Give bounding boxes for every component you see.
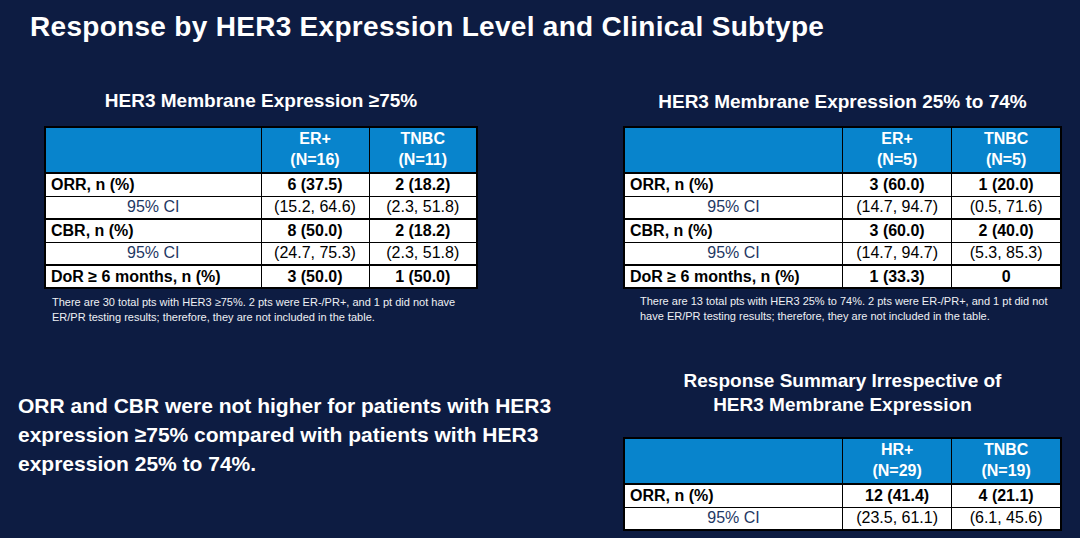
col-n-label: (N=11)	[372, 150, 475, 171]
her3-high-table-title: HER3 Membrane Expression ≥75%	[44, 90, 478, 112]
row-label: 95% CI	[45, 242, 261, 265]
cell-value: 8 (50.0)	[261, 219, 369, 242]
her3-high-footnote: There are 30 total pts with HER3 ≥75%. 2…	[52, 295, 484, 325]
cell-value: (14.7, 94.7)	[843, 242, 952, 265]
cell-value: 3 (60.0)	[843, 219, 952, 242]
slide: Response by HER3 Expression Level and Cl…	[0, 0, 1080, 538]
cell-value: (6.1, 45.6)	[952, 507, 1061, 530]
table-row-cbr: CBR, n (%) 8 (50.0) 2 (18.2)	[45, 219, 477, 242]
cell-value: 4 (21.1)	[952, 484, 1061, 507]
col-group-label: ER+	[845, 129, 949, 150]
cell-value: 2 (40.0)	[952, 219, 1061, 242]
table-row-cbr-ci: 95% CI (14.7, 94.7) (5.3, 85.3)	[624, 242, 1061, 265]
her3-high-table: ER+ (N=16) TNBC (N=11) ORR, n (%) 6 (37.…	[44, 126, 478, 289]
col-n-label: (N=16)	[264, 150, 367, 171]
summary-title-line2: HER3 Membrane Expression	[623, 393, 1062, 417]
header-blank-cell	[624, 438, 843, 484]
header-tnbc-cell: TNBC (N=11)	[369, 127, 477, 173]
col-group-label: HR+	[845, 440, 949, 461]
row-label: DoR ≥ 6 months, n (%)	[624, 265, 843, 288]
header-blank-cell	[624, 127, 843, 173]
cell-value: 3 (50.0)	[261, 265, 369, 288]
row-label: ORR, n (%)	[624, 173, 843, 196]
col-n-label: (N=5)	[954, 150, 1058, 171]
row-label: 95% CI	[624, 507, 843, 530]
cell-value: 12 (41.4)	[843, 484, 952, 507]
col-n-label: (N=19)	[954, 461, 1058, 482]
table-row-orr: ORR, n (%) 6 (37.5) 2 (18.2)	[45, 173, 477, 196]
her3-mid-table-title: HER3 Membrane Expression 25% to 74%	[623, 91, 1062, 113]
cell-value: (24.7, 75.3)	[261, 242, 369, 265]
table-row-dor: DoR ≥ 6 months, n (%) 1 (33.3) 0	[624, 265, 1061, 288]
her3-mid-footnote: There are 13 total pts with HER3 25% to …	[640, 294, 1052, 324]
table-row-orr: ORR, n (%) 12 (41.4) 4 (21.1)	[624, 484, 1061, 507]
summary-table-title: Response Summary Irrespective of HER3 Me…	[623, 369, 1062, 417]
cell-value: (15.2, 64.6)	[261, 196, 369, 219]
table-row-dor: DoR ≥ 6 months, n (%) 3 (50.0) 1 (50.0)	[45, 265, 477, 288]
col-group-label: ER+	[264, 129, 367, 150]
table-row-cbr-ci: 95% CI (24.7, 75.3) (2.3, 51.8)	[45, 242, 477, 265]
row-label: DoR ≥ 6 months, n (%)	[45, 265, 261, 288]
header-hr-cell: HR+ (N=29)	[843, 438, 952, 484]
table-row-orr: ORR, n (%) 3 (60.0) 1 (20.0)	[624, 173, 1061, 196]
col-group-label: TNBC	[954, 440, 1058, 461]
cell-value: (2.3, 51.8)	[369, 196, 477, 219]
key-statement: ORR and CBR were not higher for patients…	[18, 392, 583, 479]
cell-value: 6 (37.5)	[261, 173, 369, 196]
table-row-cbr: CBR, n (%) 3 (60.0) 2 (40.0)	[624, 219, 1061, 242]
header-tnbc-cell: TNBC (N=5)	[952, 127, 1061, 173]
cell-value: (0.5, 71.6)	[952, 196, 1061, 219]
cell-value: (14.7, 94.7)	[843, 196, 952, 219]
table-row-orr-ci: 95% CI (14.7, 94.7) (0.5, 71.6)	[624, 196, 1061, 219]
row-label: 95% CI	[624, 242, 843, 265]
cell-value: (23.5, 61.1)	[843, 507, 952, 530]
row-label: CBR, n (%)	[45, 219, 261, 242]
summary-title-line1: Response Summary Irrespective of	[623, 369, 1062, 393]
header-tnbc-cell: TNBC (N=19)	[952, 438, 1061, 484]
cell-value: (5.3, 85.3)	[952, 242, 1061, 265]
col-n-label: (N=29)	[845, 461, 949, 482]
cell-value: 2 (18.2)	[369, 219, 477, 242]
her3-mid-table: ER+ (N=5) TNBC (N=5) ORR, n (%) 3 (60.0)…	[623, 126, 1062, 289]
col-group-label: TNBC	[954, 129, 1058, 150]
col-n-label: (N=5)	[845, 150, 949, 171]
table-header-row: ER+ (N=5) TNBC (N=5)	[624, 127, 1061, 173]
cell-value: 2 (18.2)	[369, 173, 477, 196]
header-er-cell: ER+ (N=16)	[261, 127, 369, 173]
table-header-row: ER+ (N=16) TNBC (N=11)	[45, 127, 477, 173]
col-group-label: TNBC	[372, 129, 475, 150]
header-er-cell: ER+ (N=5)	[843, 127, 952, 173]
cell-value: 0	[952, 265, 1061, 288]
row-label: 95% CI	[45, 196, 261, 219]
table-header-row: HR+ (N=29) TNBC (N=19)	[624, 438, 1061, 484]
table-row-orr-ci: 95% CI (23.5, 61.1) (6.1, 45.6)	[624, 507, 1061, 530]
row-label: 95% CI	[624, 196, 843, 219]
row-label: ORR, n (%)	[624, 484, 843, 507]
header-blank-cell	[45, 127, 261, 173]
row-label: CBR, n (%)	[624, 219, 843, 242]
cell-value: 1 (50.0)	[369, 265, 477, 288]
row-label: ORR, n (%)	[45, 173, 261, 196]
cell-value: 1 (33.3)	[843, 265, 952, 288]
slide-title: Response by HER3 Expression Level and Cl…	[30, 11, 824, 43]
cell-value: 3 (60.0)	[843, 173, 952, 196]
cell-value: (2.3, 51.8)	[369, 242, 477, 265]
summary-table: HR+ (N=29) TNBC (N=19) ORR, n (%) 12 (41…	[623, 437, 1062, 531]
cell-value: 1 (20.0)	[952, 173, 1061, 196]
table-row-orr-ci: 95% CI (15.2, 64.6) (2.3, 51.8)	[45, 196, 477, 219]
